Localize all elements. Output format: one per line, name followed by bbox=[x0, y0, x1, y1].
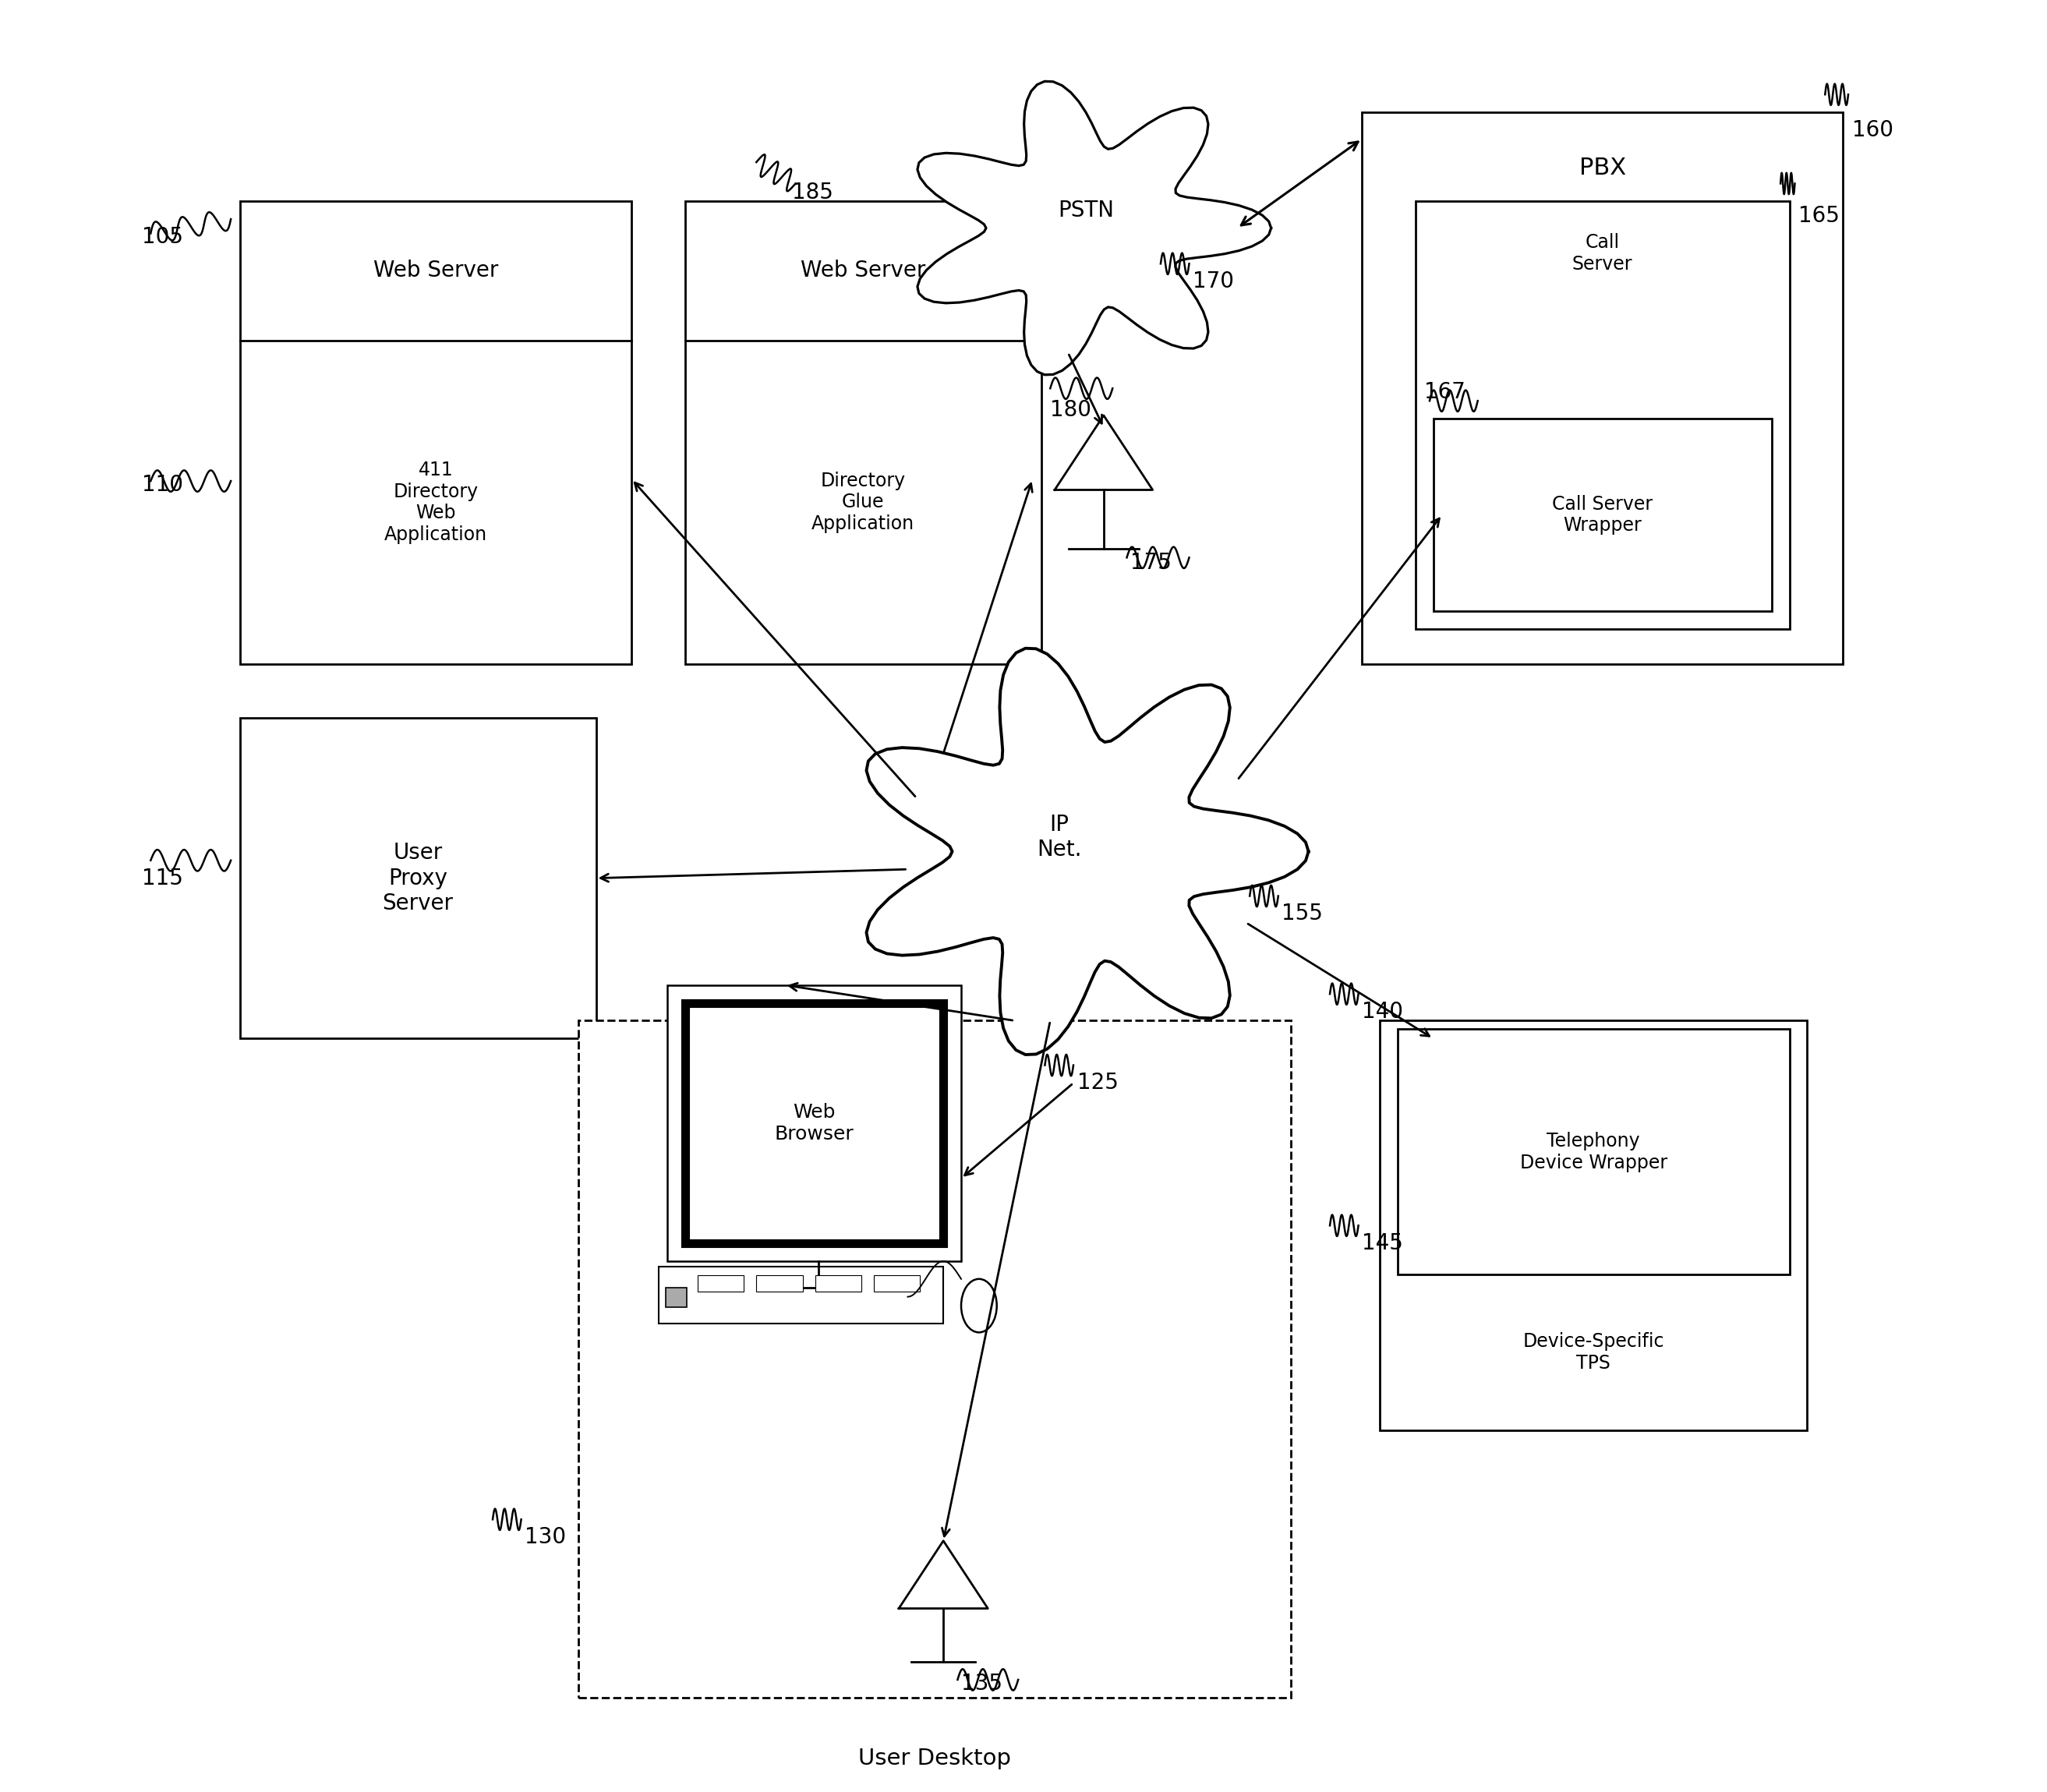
Ellipse shape bbox=[962, 1279, 997, 1333]
Bar bbox=[1398, 1029, 1789, 1274]
Text: Call Server
Wrapper: Call Server Wrapper bbox=[1552, 495, 1652, 536]
Text: 160: 160 bbox=[1853, 120, 1893, 142]
Text: 180: 180 bbox=[1050, 400, 1091, 421]
Bar bbox=[1414, 201, 1789, 629]
Text: 170: 170 bbox=[1193, 271, 1234, 292]
Polygon shape bbox=[917, 81, 1271, 375]
Text: 175: 175 bbox=[1130, 552, 1171, 573]
Text: IP
Net.: IP Net. bbox=[1036, 814, 1081, 860]
Text: Web Server: Web Server bbox=[373, 260, 497, 281]
Bar bbox=[755, 1276, 802, 1292]
Bar bbox=[686, 201, 1042, 665]
Text: 155: 155 bbox=[1281, 903, 1322, 925]
Polygon shape bbox=[866, 649, 1308, 1055]
Text: Telephony
Device Wrapper: Telephony Device Wrapper bbox=[1519, 1131, 1666, 1172]
Text: 135: 135 bbox=[962, 1672, 1003, 1693]
Text: 165: 165 bbox=[1799, 204, 1840, 226]
Text: 140: 140 bbox=[1361, 1002, 1404, 1023]
Text: User Desktop: User Desktop bbox=[858, 1747, 1011, 1769]
Bar bbox=[239, 719, 596, 1039]
Text: Web
Browser: Web Browser bbox=[774, 1102, 854, 1143]
Bar bbox=[239, 201, 633, 665]
Text: 411
Directory
Web
Application: 411 Directory Web Application bbox=[385, 461, 487, 545]
Text: PBX: PBX bbox=[1578, 158, 1625, 179]
Text: Directory
Glue
Application: Directory Glue Application bbox=[813, 471, 915, 534]
Text: 115: 115 bbox=[141, 867, 182, 889]
Text: Web Server: Web Server bbox=[800, 260, 925, 281]
Text: 130: 130 bbox=[524, 1527, 567, 1548]
Bar bbox=[686, 1004, 944, 1244]
Bar bbox=[874, 1276, 921, 1292]
Text: PSTN: PSTN bbox=[1058, 199, 1114, 220]
Text: 185: 185 bbox=[792, 181, 833, 202]
Text: User
Proxy
Server: User Proxy Server bbox=[383, 842, 452, 914]
Text: 110: 110 bbox=[141, 473, 182, 495]
Bar bbox=[577, 1021, 1292, 1697]
Text: 125: 125 bbox=[1077, 1072, 1118, 1093]
Bar bbox=[665, 1288, 688, 1308]
Bar bbox=[659, 1267, 944, 1324]
Bar bbox=[1380, 1021, 1808, 1430]
Bar bbox=[698, 1276, 743, 1292]
Bar bbox=[1433, 419, 1771, 611]
Text: 167: 167 bbox=[1425, 382, 1466, 403]
Text: 145: 145 bbox=[1361, 1233, 1402, 1254]
Text: 105: 105 bbox=[141, 226, 182, 247]
Bar bbox=[815, 1276, 862, 1292]
Text: Call
Server: Call Server bbox=[1572, 233, 1634, 274]
Bar bbox=[1361, 113, 1842, 665]
Text: Device-Specific
TPS: Device-Specific TPS bbox=[1523, 1331, 1664, 1373]
Bar bbox=[667, 986, 962, 1262]
